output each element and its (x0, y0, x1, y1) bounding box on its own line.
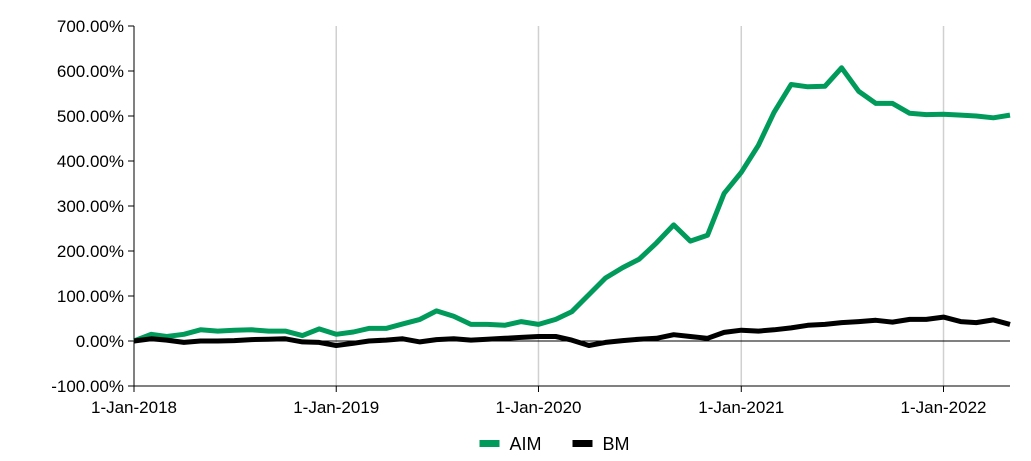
y-tick-label: -100.00% (51, 377, 124, 396)
series-line-bm (133, 314, 1011, 348)
x-tick-label: 1-Jan-2018 (91, 398, 177, 417)
y-axis-ticks: 700.00% 600.00% 500.00% 400.00% 300.00% 200.0… (51, 17, 134, 396)
legend-swatch-aim (479, 440, 500, 447)
legend-swatch-bm (572, 440, 593, 447)
y-tick-label: 400.00% (57, 152, 124, 171)
legend: AIM BM (479, 434, 630, 454)
series-layer (133, 65, 1011, 348)
x-tick-label: 1-Jan-2019 (293, 398, 379, 417)
x-axis-ticks: 1-Jan-2018 1-Jan-2019 1-Jan-2020 1-Jan-2021… (91, 386, 987, 417)
x-tick-label: 1-Jan-2020 (495, 398, 581, 417)
series-line-aim (133, 65, 1011, 344)
y-tick-label: 700.00% (57, 17, 124, 36)
y-tick-label: 500.00% (57, 107, 124, 126)
y-tick-label: 600.00% (57, 62, 124, 81)
legend-label-bm: BM (603, 434, 630, 454)
legend-label-aim: AIM (510, 434, 542, 454)
y-tick-label: 100.00% (57, 287, 124, 306)
y-tick-label: 0.00% (76, 332, 124, 351)
y-tick-label: 300.00% (57, 197, 124, 216)
x-tick-label: 1-Jan-2021 (698, 398, 784, 417)
y-tick-label: 200.00% (57, 242, 124, 261)
x-tick-label: 1-Jan-2022 (901, 398, 987, 417)
